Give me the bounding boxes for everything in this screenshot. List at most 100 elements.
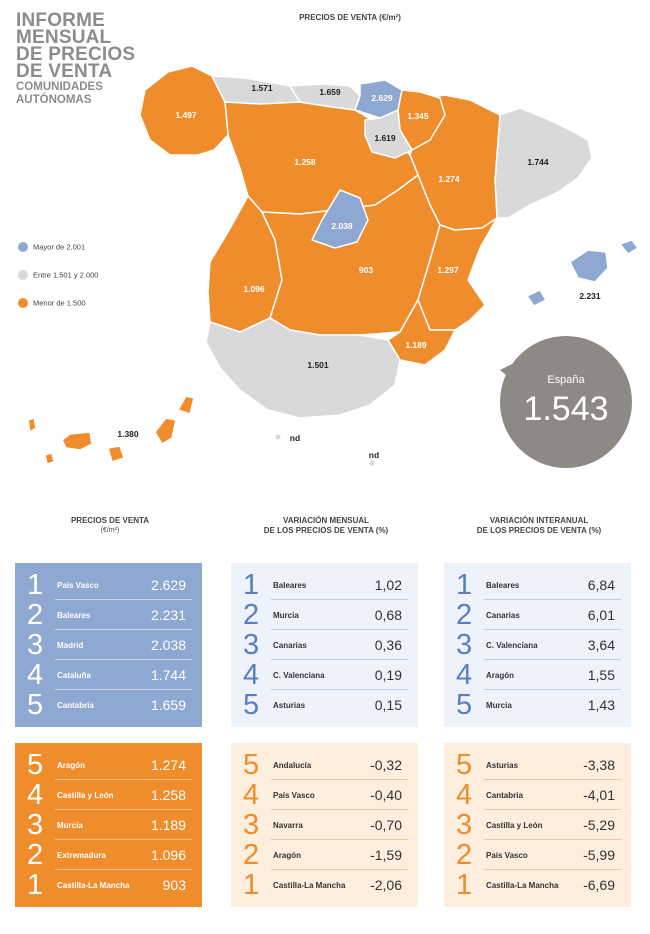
- rank-value: -5,99: [583, 847, 615, 863]
- legend-grey-dot: [18, 269, 28, 280]
- title-line-1: INFORME: [16, 10, 106, 31]
- report-title: INFORME MENSUAL DE PRECIOS DE VENTA COMU…: [16, 10, 136, 106]
- row-divider: [55, 839, 192, 840]
- legend-item-orange: Menor de 1.500: [18, 294, 86, 312]
- value-castilla-leon: 1.258: [294, 157, 316, 167]
- rank-number: 1: [27, 869, 44, 901]
- rank-value: -3,38: [583, 757, 615, 773]
- value-baleares: 2.231: [579, 291, 601, 301]
- value-ceuta: nd: [289, 433, 301, 443]
- rank-number: 3: [243, 629, 260, 661]
- legend-blue-label: Mayor de 2.001: [33, 242, 86, 252]
- rank-value: 1,43: [587, 697, 615, 713]
- ranking-row: 1 Castilla-La Mancha -2,06: [231, 870, 418, 900]
- region-name: Cantabria: [486, 790, 523, 800]
- ranking-row: 2 Extremadura 1.096: [15, 840, 202, 870]
- region-name: Baleares: [486, 580, 520, 590]
- rank-number: 2: [27, 839, 44, 871]
- value-castilla-la-mancha: 903: [358, 265, 374, 275]
- region-canarias-6: [177, 395, 195, 415]
- row-divider: [55, 809, 192, 810]
- rank-number: 4: [243, 659, 260, 691]
- rank-number: 3: [456, 629, 473, 661]
- ranking-row: 2 Canarias 6,01: [444, 600, 631, 630]
- row-divider: [271, 779, 408, 780]
- region-canarias-4: [107, 445, 125, 463]
- row-divider: [484, 809, 621, 810]
- region-name: Murcia: [486, 700, 512, 710]
- value-extremadura: 1.096: [243, 284, 265, 294]
- value-cantabria: 1.659: [319, 87, 341, 97]
- panel-mensual-bottom: 5 Andalucía -0,32 4 País Vasco -0,40 3 Navarra -…: [231, 743, 418, 907]
- ranking-row: 5 Asturias -3,38: [444, 750, 631, 780]
- title-line-2: MENSUAL: [16, 27, 112, 48]
- panel-precios-top: 1 País Vasco 2.629 2 Baleares 2.231 3 Madrid 2.0…: [15, 563, 202, 727]
- panel-interanual-top: 1 Baleares 6,84 2 Canarias 6,01 3 C. Valenciana…: [444, 563, 631, 727]
- rank-number: 4: [456, 779, 473, 811]
- rank-value: -0,32: [370, 757, 402, 773]
- ranking-row: 5 Asturias 0,15: [231, 690, 418, 720]
- region-name: Madrid: [57, 640, 84, 650]
- row-divider: [484, 599, 621, 600]
- region-name: Castilla y León: [57, 790, 114, 800]
- row-divider: [271, 659, 408, 660]
- region-name: C. Valenciana: [486, 640, 538, 650]
- region-baleares-menorca: [619, 239, 639, 255]
- rank-value: -1,59: [370, 847, 402, 863]
- rank-number: 4: [27, 659, 44, 691]
- title-line-3: DE PRECIOS: [16, 44, 136, 65]
- rank-number: 2: [243, 839, 260, 871]
- rank-value: 1.274: [150, 757, 186, 773]
- region-name: Aragón: [486, 670, 514, 680]
- ranking-row: 1 Baleares 6,84: [444, 570, 631, 600]
- rank-number: 1: [456, 569, 473, 601]
- legend-orange-label: Menor de 1.500: [33, 298, 86, 308]
- rank-number: 1: [27, 569, 44, 601]
- ranking-row: 1 Castilla-La Mancha 903: [15, 870, 202, 900]
- region-name: Canarias: [486, 610, 520, 620]
- ranking-row: 1 Baleares 1,02: [231, 570, 418, 600]
- value-melilla: nd: [368, 450, 380, 460]
- value-aragon: 1.274: [438, 174, 460, 184]
- rank-number: 4: [27, 779, 44, 811]
- national-bubble: [500, 336, 632, 468]
- value-pais-vasco: 2.629: [371, 93, 393, 103]
- row-divider: [271, 869, 408, 870]
- rank-number: 4: [456, 659, 473, 691]
- rank-value: -6,69: [583, 877, 615, 893]
- rank-value: 2.038: [150, 637, 186, 653]
- rank-number: 1: [243, 869, 260, 901]
- value-valenciana: 1.297: [437, 265, 459, 275]
- region-name: Murcia: [273, 610, 299, 620]
- heading-interanual-line-2: DE LOS PRECIOS DE VENTA (%): [476, 526, 602, 535]
- rank-number: 2: [456, 599, 473, 631]
- legend-item-blue: Mayor de 2.001: [18, 238, 85, 256]
- rank-number: 3: [456, 809, 473, 841]
- rank-number: 5: [243, 749, 260, 781]
- row-divider: [271, 629, 408, 630]
- rank-number: 5: [27, 689, 44, 721]
- row-divider: [484, 839, 621, 840]
- region-name: Extremadura: [57, 850, 106, 860]
- rank-value: 1,02: [374, 577, 402, 593]
- legend-grey-label: Entre 1.501 y 2.000: [33, 270, 99, 280]
- national-label: España: [547, 374, 585, 386]
- value-madrid: 2.038: [331, 221, 353, 231]
- heading-precios: PRECIOS DE VENTA (€/m²): [15, 516, 205, 536]
- rank-number: 2: [456, 839, 473, 871]
- value-la-rioja: 1.619: [374, 133, 396, 143]
- rank-value: 6,01: [587, 607, 615, 623]
- subtitle-line-1: COMUNIDADES: [16, 81, 103, 93]
- ranking-row: 3 Canarias 0,36: [231, 630, 418, 660]
- ranking-row: 3 C. Valenciana 3,64: [444, 630, 631, 660]
- rank-number: 3: [27, 809, 44, 841]
- region-name: Cataluña: [57, 670, 91, 680]
- ranking-row: 4 C. Valenciana 0,19: [231, 660, 418, 690]
- row-divider: [55, 689, 192, 690]
- ranking-row: 5 Murcia 1,43: [444, 690, 631, 720]
- rank-value: 903: [162, 877, 186, 893]
- rank-value: -5,29: [583, 817, 615, 833]
- region-name: Baleares: [273, 580, 307, 590]
- spain-map: [27, 65, 639, 468]
- region-madrid: [311, 189, 369, 249]
